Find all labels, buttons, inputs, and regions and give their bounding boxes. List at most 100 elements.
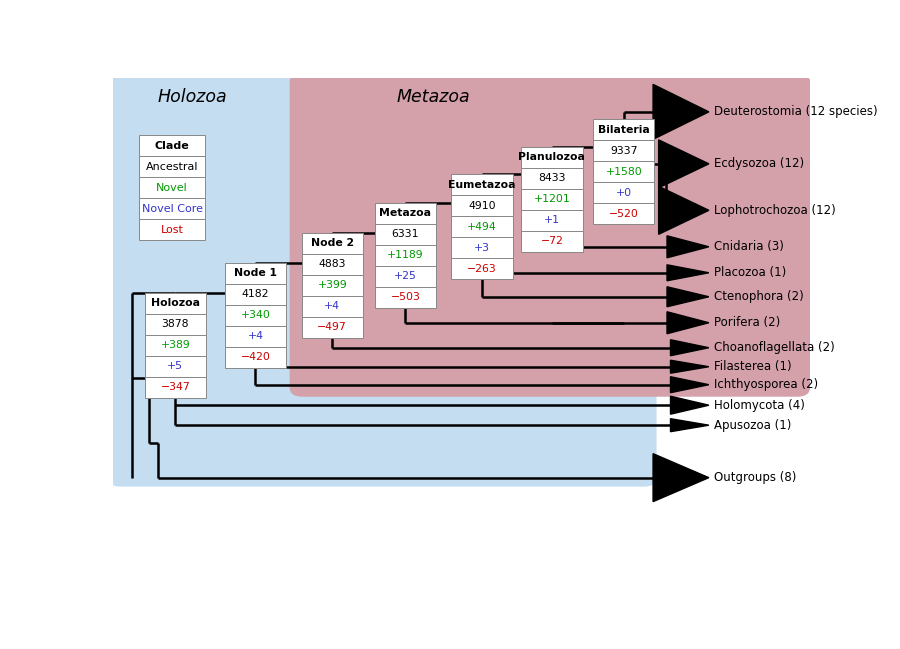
Polygon shape <box>659 140 709 188</box>
Bar <box>593 140 654 162</box>
Polygon shape <box>667 265 709 281</box>
FancyBboxPatch shape <box>290 73 810 397</box>
Text: 3878: 3878 <box>161 319 189 329</box>
Bar <box>225 284 286 305</box>
Text: Holozoa: Holozoa <box>151 299 200 308</box>
Bar <box>593 182 654 203</box>
Bar <box>145 293 206 313</box>
Text: −72: −72 <box>541 236 563 246</box>
Bar <box>521 168 582 189</box>
Text: 4883: 4883 <box>319 260 346 269</box>
Bar <box>452 238 513 258</box>
Bar <box>302 254 363 275</box>
Text: +4: +4 <box>324 301 340 312</box>
Text: +340: +340 <box>240 310 270 320</box>
Text: −347: −347 <box>160 382 190 392</box>
Text: 4910: 4910 <box>468 201 496 211</box>
Bar <box>145 376 206 398</box>
Bar <box>374 202 436 224</box>
Polygon shape <box>670 396 709 414</box>
Text: Filasterea (1): Filasterea (1) <box>714 360 791 373</box>
Bar <box>139 177 205 199</box>
FancyBboxPatch shape <box>108 74 657 487</box>
Text: −263: −263 <box>467 263 497 274</box>
Text: Novel Core: Novel Core <box>141 204 202 214</box>
Text: +0: +0 <box>616 188 632 198</box>
Bar <box>302 296 363 317</box>
Bar <box>302 233 363 254</box>
Polygon shape <box>670 360 709 373</box>
Text: Porifera (2): Porifera (2) <box>714 316 780 329</box>
Polygon shape <box>670 339 709 356</box>
Bar <box>139 136 205 156</box>
Bar <box>521 147 582 168</box>
Text: Clade: Clade <box>155 141 190 151</box>
Bar <box>521 189 582 210</box>
Polygon shape <box>653 454 709 502</box>
Bar <box>225 347 286 368</box>
Text: Ancestral: Ancestral <box>146 162 198 172</box>
Text: Placozoa (1): Placozoa (1) <box>714 266 786 279</box>
Bar <box>302 317 363 337</box>
Bar <box>145 356 206 376</box>
Text: Outgroups (8): Outgroups (8) <box>714 471 796 484</box>
Bar <box>139 199 205 219</box>
Bar <box>452 175 513 195</box>
Text: +1: +1 <box>544 215 560 225</box>
Text: Node 2: Node 2 <box>310 238 354 249</box>
Text: Ecdysozoa (12): Ecdysozoa (12) <box>714 157 804 170</box>
Text: +1201: +1201 <box>534 194 571 204</box>
Bar <box>452 258 513 279</box>
Text: 8433: 8433 <box>538 173 566 183</box>
Bar <box>452 195 513 216</box>
Bar <box>593 203 654 225</box>
Bar <box>145 335 206 356</box>
Text: −503: −503 <box>391 292 420 302</box>
Text: Deuterostomia (12 species): Deuterostomia (12 species) <box>714 105 878 118</box>
Polygon shape <box>670 376 709 393</box>
Bar <box>145 313 206 335</box>
Text: Lophotrochozoa (12): Lophotrochozoa (12) <box>714 204 835 217</box>
Polygon shape <box>653 84 709 140</box>
Text: Ichthyosporea (2): Ichthyosporea (2) <box>714 378 818 391</box>
Bar <box>374 287 436 308</box>
Text: Apusozoa (1): Apusozoa (1) <box>714 419 791 432</box>
Bar <box>521 210 582 231</box>
Polygon shape <box>667 236 709 258</box>
Bar <box>139 219 205 240</box>
Text: −420: −420 <box>240 352 270 362</box>
Text: +494: +494 <box>467 222 497 232</box>
Text: Planulozoa: Planulozoa <box>518 153 585 162</box>
Text: −520: −520 <box>608 209 639 219</box>
Text: Holozoa: Holozoa <box>158 88 228 106</box>
Text: +4: +4 <box>248 331 264 341</box>
Text: Lost: Lost <box>161 225 184 235</box>
Bar <box>374 245 436 266</box>
Bar <box>139 156 205 177</box>
Text: +1580: +1580 <box>606 167 642 177</box>
Polygon shape <box>667 287 709 307</box>
Text: 4182: 4182 <box>242 289 269 299</box>
Polygon shape <box>667 312 709 334</box>
Text: Bilateria: Bilateria <box>598 125 650 135</box>
Bar <box>374 224 436 245</box>
Bar <box>225 326 286 347</box>
Bar <box>374 266 436 287</box>
Text: Metazoa: Metazoa <box>397 88 470 106</box>
Text: Holomycota (4): Holomycota (4) <box>714 398 805 411</box>
Text: 9337: 9337 <box>610 146 637 156</box>
Text: Choanoflagellata (2): Choanoflagellata (2) <box>714 341 834 354</box>
Text: Metazoa: Metazoa <box>380 208 431 218</box>
Polygon shape <box>659 186 709 234</box>
Text: Ctenophora (2): Ctenophora (2) <box>714 290 804 303</box>
Bar <box>521 231 582 252</box>
Text: +3: +3 <box>474 243 490 253</box>
Text: −497: −497 <box>318 323 347 332</box>
Text: Node 1: Node 1 <box>234 268 277 278</box>
Bar <box>593 119 654 140</box>
Bar <box>593 162 654 182</box>
Text: Eumetazoa: Eumetazoa <box>448 180 516 190</box>
Bar <box>225 305 286 326</box>
Text: +25: +25 <box>394 271 417 281</box>
Text: +399: +399 <box>318 280 347 290</box>
